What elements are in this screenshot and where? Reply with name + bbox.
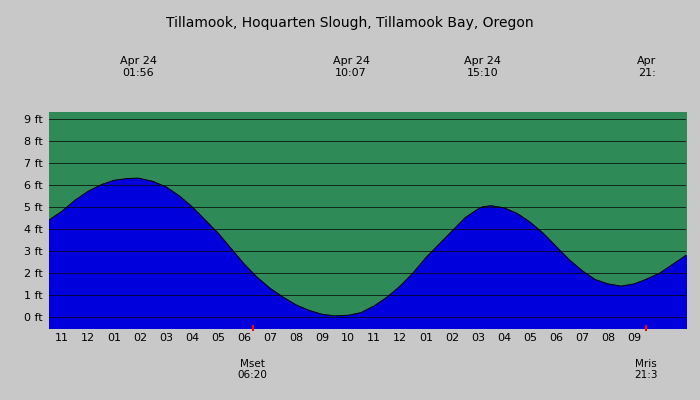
Text: Mris
21:3: Mris 21:3 <box>634 358 657 380</box>
Text: Apr 24
15:10: Apr 24 15:10 <box>464 56 500 78</box>
Text: Apr 24
01:56: Apr 24 01:56 <box>120 56 157 78</box>
Text: Apr
21:: Apr 21: <box>638 56 657 78</box>
Text: Apr 24
10:07: Apr 24 10:07 <box>332 56 370 78</box>
Text: Tillamook, Hoquarten Slough, Tillamook Bay, Oregon: Tillamook, Hoquarten Slough, Tillamook B… <box>166 16 534 30</box>
Text: Mset
06:20: Mset 06:20 <box>238 358 267 380</box>
Bar <box>253 112 700 328</box>
